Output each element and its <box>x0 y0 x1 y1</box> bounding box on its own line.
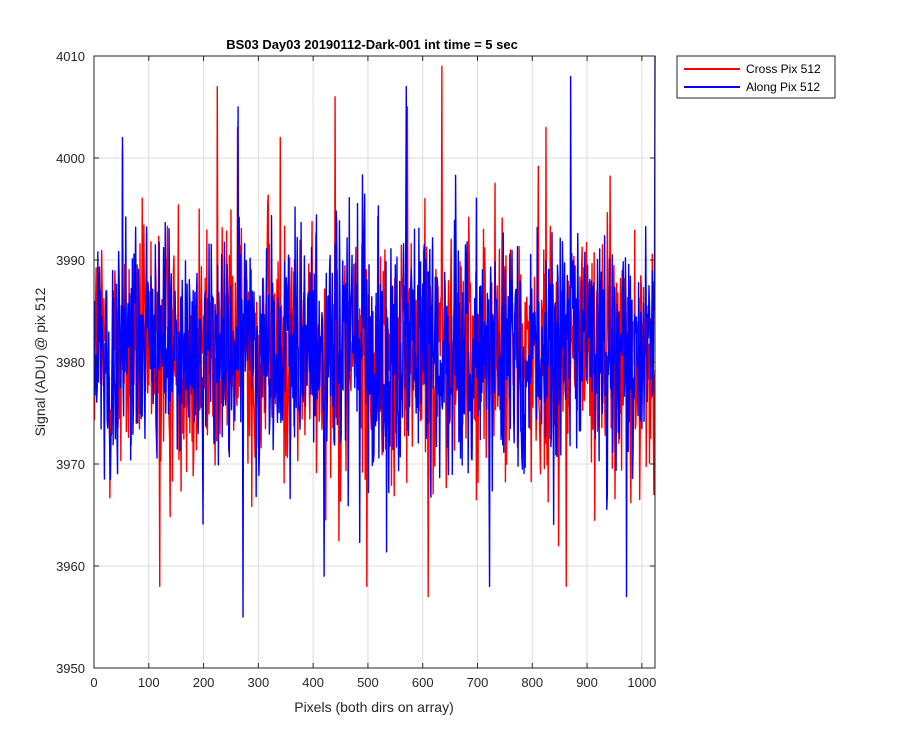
y-tick-label: 3980 <box>56 355 85 370</box>
y-tick-label: 3990 <box>56 253 85 268</box>
x-axis-label: Pixels (both dirs on array) <box>294 699 454 715</box>
x-tick-label: 500 <box>357 675 379 690</box>
y-tick-label: 3960 <box>56 559 85 574</box>
x-tick-label: 900 <box>576 675 598 690</box>
legend-label-cross: Cross Pix 512 <box>746 62 821 76</box>
series-layer <box>93 55 656 618</box>
x-tick-label: 1000 <box>627 675 656 690</box>
y-tick-label: 4010 <box>56 49 85 64</box>
legend: Cross Pix 512 Along Pix 512 <box>676 55 836 99</box>
y-tick-label: 3970 <box>56 457 85 472</box>
y-axis-label: Signal (ADU) @ pix 512 <box>32 287 48 436</box>
x-tick-label: 100 <box>138 675 160 690</box>
x-tick-label: 300 <box>248 675 270 690</box>
x-tick-label: 200 <box>193 675 215 690</box>
y-tick-label: 4000 <box>56 151 85 166</box>
chart-title: BS03 Day03 20190112-Dark-001 int time = … <box>226 37 518 52</box>
legend-box <box>676 55 836 99</box>
series-along-pix-512-line <box>93 55 656 618</box>
x-tick-label: 0 <box>90 675 97 690</box>
y-tick-label: 3950 <box>56 661 85 676</box>
x-tick-label: 700 <box>467 675 489 690</box>
x-tick-label: 800 <box>521 675 543 690</box>
legend-label-along: Along Pix 512 <box>746 80 820 94</box>
plot-area: 0 100 200 300 400 500 600 700 800 900 1000 3950 3960… <box>56 49 656 690</box>
x-tick-label: 600 <box>412 675 434 690</box>
axis-ticks: 0 100 200 300 400 500 600 700 800 900 1000 3950 3960… <box>56 49 656 690</box>
x-tick-label: 400 <box>302 675 324 690</box>
